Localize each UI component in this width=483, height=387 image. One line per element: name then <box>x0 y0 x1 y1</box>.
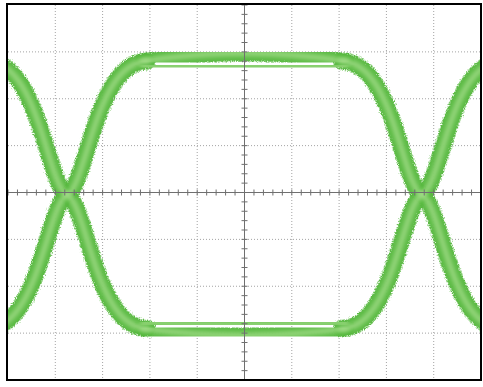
trace-transition-falling-core <box>8 65 151 332</box>
center-axes <box>7 4 482 381</box>
trace-transition-falling-core <box>338 58 481 324</box>
plot-frame <box>6 3 482 381</box>
